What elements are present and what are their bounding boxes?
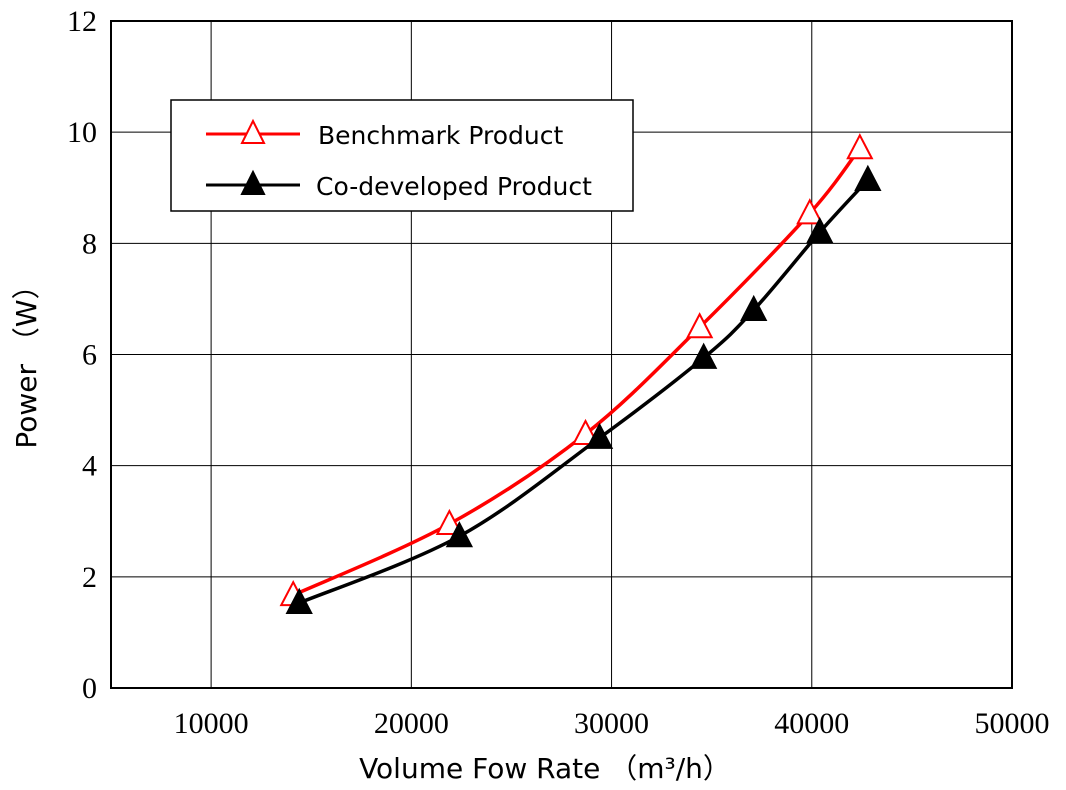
y-tick-label: 0 [82, 672, 97, 705]
y-tick-label: 2 [82, 561, 97, 594]
series-layer [279, 133, 882, 614]
data-point-0 [686, 312, 714, 339]
legend: Benchmark Product Co-developed Product [170, 99, 634, 212]
legend-label-benchmark: Benchmark Product [318, 121, 563, 150]
x-tick-label: 30000 [574, 707, 649, 740]
y-tick-label: 8 [82, 227, 97, 260]
data-point-1 [806, 217, 834, 244]
data-point-0 [846, 133, 874, 160]
series-line-0 [292, 147, 862, 597]
x-tick-label: 20000 [374, 707, 449, 740]
x-tick-label: 50000 [975, 707, 1050, 740]
x-tick-label: 40000 [774, 707, 849, 740]
data-point-1 [585, 422, 614, 449]
x-tick-label: 10000 [174, 707, 249, 740]
data-point-1 [285, 587, 313, 614]
plot-frame [110, 20, 1013, 689]
y-axis-label: Power （W） [10, 271, 43, 448]
data-point-1 [690, 342, 718, 369]
data-point-1 [740, 294, 768, 322]
data-point-0 [796, 198, 824, 225]
y-tick-label: 10 [67, 116, 97, 149]
y-tick-label: 6 [82, 339, 97, 372]
y-tick-label: 12 [67, 5, 97, 38]
data-point-0 [435, 508, 464, 536]
legend-label-codeveloped: Co-developed Product [316, 172, 592, 201]
data-point-1 [445, 521, 474, 548]
legend-marker-benchmark [240, 118, 266, 144]
y-tick-label: 4 [82, 450, 97, 483]
x-axis-label: Volume Fow Rate （m³/h） [359, 752, 731, 785]
legend-marker-codeveloped [240, 169, 266, 195]
data-point-1 [854, 164, 882, 191]
tick-labels: 10000 20000 30000 40000 50000 0 2 4 6 8 10 12 [67, 5, 1050, 740]
